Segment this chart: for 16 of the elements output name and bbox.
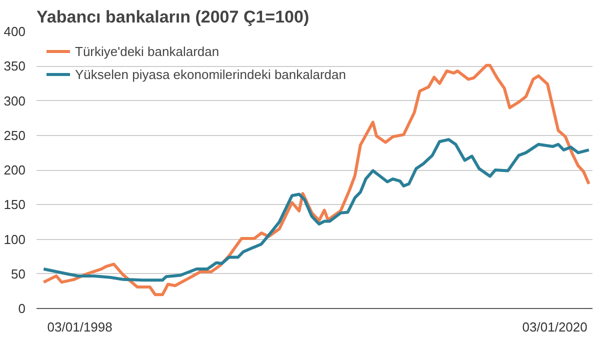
line-series	[42, 64, 590, 296]
y-tick-label: 100	[4, 232, 26, 247]
y-tick-label: 0	[18, 301, 26, 316]
y-tick-label: 250	[4, 128, 26, 143]
line-series	[42, 138, 590, 282]
y-tick-label: 200	[4, 162, 26, 178]
x-tick-label: 03/01/1998	[47, 320, 112, 334]
y-tick-label: 50	[11, 266, 26, 282]
legend-label: Yükselen piyasa ekonomilerindeki bankalardan	[75, 66, 346, 82]
legend-label: Türkiye'deki bankalardan	[75, 44, 220, 58]
y-tick-label: 150	[4, 197, 26, 212]
y-tick-label: 400	[4, 24, 26, 39]
y-tick-label: 300	[4, 93, 26, 108]
chart-title: Yabancı bankaların (2007 Ç1=100)	[36, 8, 310, 26]
x-tick-label: 03/01/2020	[522, 320, 588, 334]
y-tick-label: 350	[4, 58, 26, 74]
